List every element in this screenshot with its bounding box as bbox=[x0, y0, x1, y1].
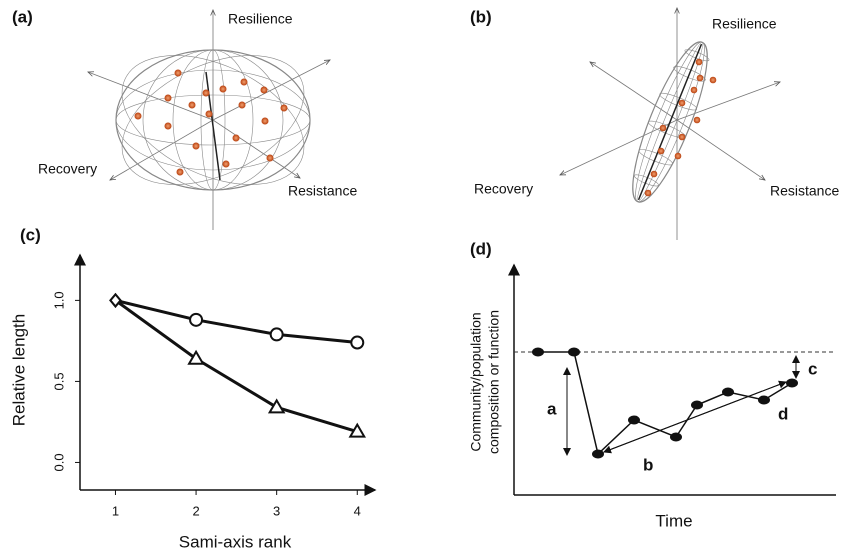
panel-c: (c) Relative length Sami-axis rank 0.0 0.… bbox=[9, 225, 375, 551]
panel-label: (c) bbox=[20, 225, 41, 244]
panel-label: (d) bbox=[470, 239, 492, 258]
x-axis-label: Sami-axis rank bbox=[179, 532, 292, 551]
panel-a: (a) Resilience Recovery Resistance bbox=[12, 7, 357, 230]
marker bbox=[190, 314, 202, 326]
x-axis-label: Time bbox=[655, 511, 692, 530]
axis-label: Resilience bbox=[228, 11, 293, 27]
x-tick-label: 3 bbox=[273, 503, 280, 518]
annotation: a bbox=[547, 399, 557, 418]
axis-label: Resistance bbox=[288, 183, 357, 199]
y-axis-label: Community/population bbox=[468, 312, 484, 451]
y-axis-label: Relative length bbox=[9, 314, 28, 426]
axis-label: Resilience bbox=[712, 16, 777, 32]
axis-label: Recovery bbox=[38, 161, 97, 177]
axis-label: Recovery bbox=[474, 181, 533, 197]
ellipsoid bbox=[619, 35, 721, 209]
series-line bbox=[115, 300, 357, 431]
annotation: c bbox=[808, 359, 817, 378]
marker bbox=[351, 337, 363, 349]
y-tick-label: 1.0 bbox=[51, 291, 66, 309]
panel-label: (b) bbox=[470, 7, 492, 26]
y-tick-label: 0.5 bbox=[51, 372, 66, 390]
y-axis-label: composition or function bbox=[486, 310, 502, 454]
panel-b: (b) Resilience Recovery Resistance bbox=[470, 7, 839, 240]
marker bbox=[270, 400, 284, 412]
marker bbox=[271, 328, 283, 340]
annotation: d bbox=[778, 404, 788, 423]
x-tick-label: 4 bbox=[354, 503, 361, 518]
series-line bbox=[115, 300, 357, 342]
panel-d: (d) Community/population composition or … bbox=[468, 239, 836, 530]
annotation: b bbox=[643, 455, 653, 474]
figure: (a) Resilience Recovery Resistance (b) R… bbox=[0, 0, 850, 553]
panel-label: (a) bbox=[12, 7, 33, 26]
x-tick-label: 2 bbox=[192, 503, 199, 518]
x-tick-label: 1 bbox=[112, 503, 119, 518]
axis-label: Resistance bbox=[770, 183, 839, 199]
y-tick-label: 0.0 bbox=[51, 453, 66, 471]
